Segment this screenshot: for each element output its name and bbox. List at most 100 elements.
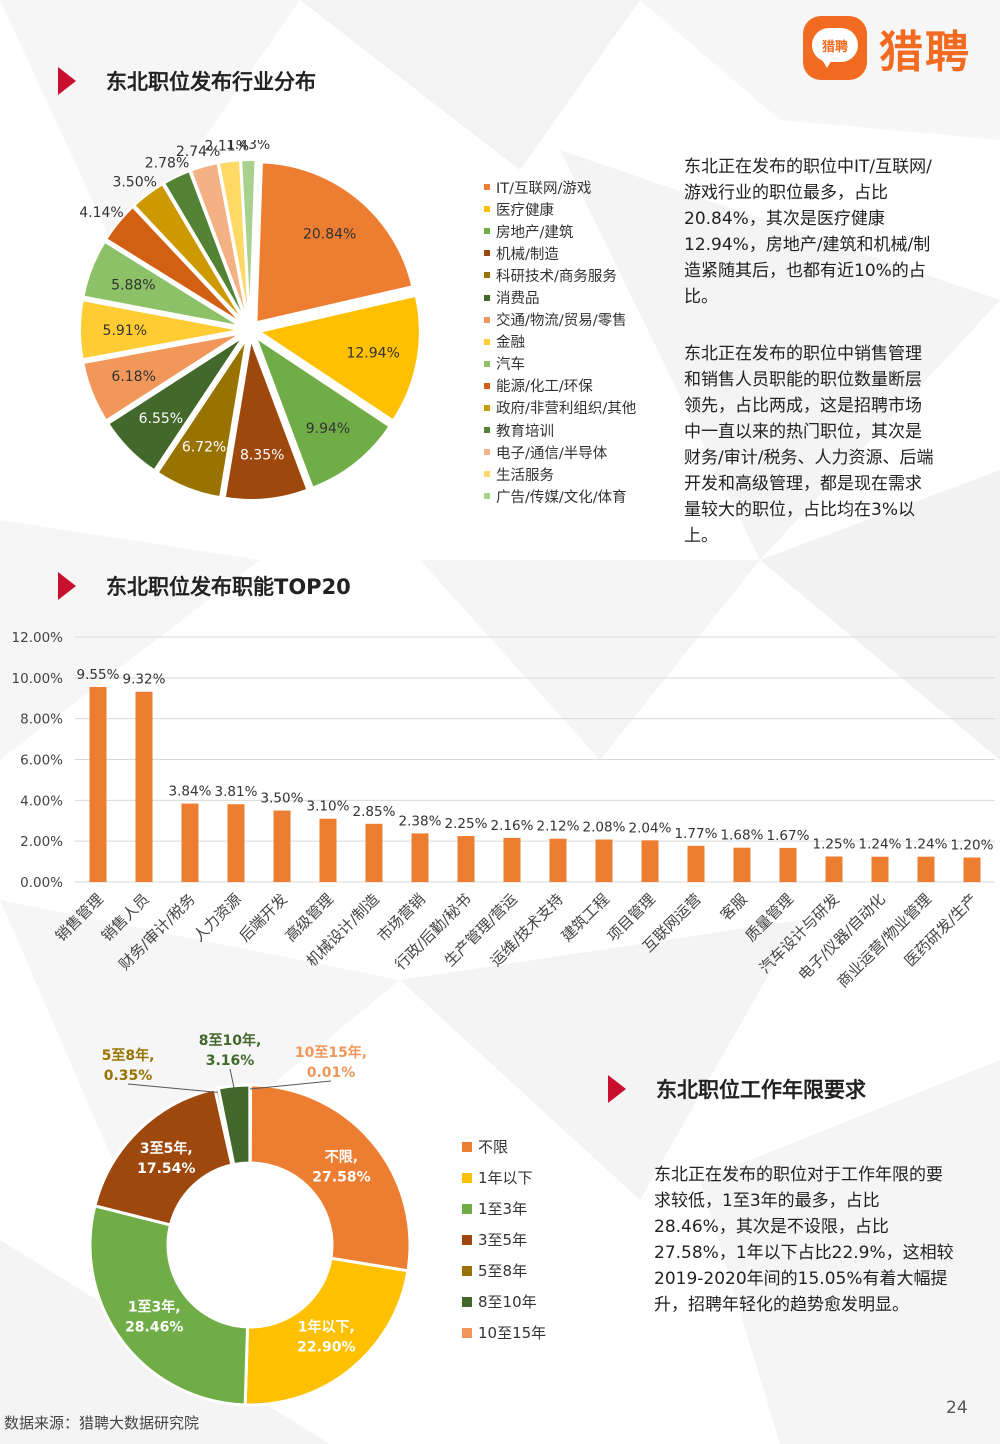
- legend-item: 5至8年: [462, 1255, 546, 1286]
- logo-bubble-tail: [821, 58, 833, 68]
- legend-swatch: [462, 1141, 472, 1152]
- bar-互联网运营: [687, 845, 705, 882]
- pie-slice-IT-互联网-游戏: [255, 161, 414, 324]
- bar-质量管理: [779, 847, 797, 882]
- logo-bubble-icon: 猎聘: [812, 28, 858, 62]
- bar-data-label: 1.77%: [675, 826, 718, 842]
- bar-电子-仪器-自动化: [871, 856, 889, 882]
- x-tick-label: 汽车设计与研发: [756, 890, 843, 977]
- legend-item: 1年以下: [462, 1162, 546, 1193]
- legend-item: 消费品: [484, 286, 636, 308]
- x-tick-label: 人力资源: [190, 890, 245, 945]
- bar-高级管理: [319, 818, 337, 882]
- x-tick-label: 销售管理: [52, 890, 107, 945]
- legend-swatch: [484, 316, 490, 323]
- legend-item: 医疗健康: [484, 198, 636, 220]
- logo-badge: 猎聘: [803, 16, 867, 80]
- legend-swatch: [484, 404, 490, 411]
- legend-swatch: [484, 449, 490, 456]
- donut-slice-不限: [248, 1083, 412, 1273]
- legend-item: 金融: [484, 331, 636, 353]
- pie-data-label: 2.11%: [205, 140, 249, 154]
- pie-data-label: 5.88%: [111, 278, 155, 294]
- bar-data-label: 2.16%: [491, 818, 534, 834]
- pie-data-label: 2.78%: [145, 155, 189, 171]
- legend-item: 1至3年: [462, 1193, 546, 1224]
- pie-slice-教育培训: [162, 169, 247, 322]
- bar-商业运营-物业管理: [917, 856, 935, 882]
- bar-data-label: 3.84%: [169, 784, 212, 800]
- bar-data-label: 3.50%: [261, 791, 304, 807]
- function-title-text: 东北职位发布职能TOP20: [106, 575, 351, 599]
- section-title-function: 东北职位发布职能TOP20: [58, 571, 351, 601]
- legend-item: 不限: [462, 1131, 546, 1162]
- pie-slice-交通-物流-贸易-零售: [82, 332, 242, 422]
- page-number: 24: [946, 1398, 968, 1418]
- experience-donut-chart: 不限, 27.58% 1年以下, 22.90% 1至3年, 28.46% 3至5年, 17.5…: [88, 1032, 412, 1407]
- legend-label: 不限: [478, 1138, 509, 1156]
- legend-label: 科研技术/商务服务: [496, 268, 617, 285]
- leader-line: [249, 1080, 332, 1090]
- donut-data-label: 1年以下, 22.90%: [297, 1319, 355, 1356]
- bar-data-label: 2.25%: [445, 816, 488, 832]
- pie-data-label: 20.84%: [303, 226, 356, 242]
- legend-item: IT/互联网/游戏: [484, 176, 636, 198]
- legend-label: IT/互联网/游戏: [496, 180, 592, 197]
- donut-slice-1至3年: [88, 1203, 250, 1407]
- bar-data-label: 1.24%: [905, 837, 948, 853]
- pie-data-label: 6.55%: [139, 411, 183, 427]
- legend-item: 8至10年: [462, 1286, 546, 1317]
- bar-汽车设计与研发: [825, 856, 843, 882]
- pie-slice-金融: [79, 299, 241, 361]
- pie-data-label: 1.43%: [226, 140, 270, 153]
- legend-label: 金融: [496, 335, 525, 352]
- legend-item: 房地产/建筑: [484, 220, 636, 242]
- bar-建筑工程: [595, 839, 613, 882]
- pie-slice-科研技术-商务服务: [156, 338, 248, 499]
- bar-data-label: 1.20%: [951, 838, 994, 854]
- bar-运维-技术支持: [549, 838, 567, 882]
- bar-销售人员: [135, 691, 153, 882]
- data-source-note: 数据来源：猎聘大数据研究院: [4, 1414, 200, 1432]
- legend-swatch: [484, 360, 490, 367]
- legend-label: 3至5年: [478, 1231, 528, 1249]
- bar-data-label: 2.12%: [537, 819, 580, 835]
- legend-label: 消费品: [496, 291, 540, 308]
- pie-data-label: 6.18%: [111, 369, 155, 385]
- legend-item: 交通/物流/贸易/零售: [484, 309, 636, 331]
- donut-data-label: 8至10年, 3.16%: [199, 1032, 262, 1069]
- legend-label: 能源/化工/环保: [496, 379, 593, 396]
- pie-slice-医疗健康: [257, 294, 421, 422]
- legend-item: 机械/制造: [484, 242, 636, 264]
- pie-slice-政府-非营利组织-其他: [133, 182, 245, 323]
- bar-人力资源: [227, 804, 245, 882]
- bar-财务-审计-税务: [181, 803, 199, 882]
- legend-swatch: [484, 493, 490, 500]
- legend-swatch: [462, 1172, 472, 1183]
- donut-data-label: 1至3年, 28.46%: [125, 1298, 183, 1335]
- industry-pie-legend: IT/互联网/游戏 医疗健康房地产/建筑 机械/制造科研技术/商务服务 消费品 交通/物…: [484, 176, 636, 507]
- legend-swatch: [484, 250, 490, 257]
- legend-swatch: [484, 427, 490, 434]
- legend-item: 10至15年: [462, 1317, 546, 1348]
- bar-客服: [733, 847, 751, 882]
- legend-label: 教育培训: [496, 423, 554, 440]
- legend-label: 1至3年: [478, 1200, 528, 1218]
- legend-swatch: [462, 1296, 472, 1307]
- x-tick-label: 后端开发: [236, 890, 291, 945]
- title-triangle-icon: [58, 67, 76, 95]
- bar-生产管理-营运: [503, 837, 521, 882]
- experience-paragraph: 东北正在发布的职位对于工作年限的要求较低，1至3年的最多，占比28.46%，其次…: [654, 1165, 954, 1315]
- donut-data-label: 3至5年, 17.54%: [137, 1140, 195, 1177]
- legend-item: 教育培训: [484, 419, 636, 441]
- bar-data-label: 1.67%: [767, 828, 810, 844]
- legend-label: 汽车: [496, 357, 525, 374]
- section-title-experience: 东北职位工作年限要求: [608, 1074, 866, 1104]
- bar-data-label: 2.08%: [583, 820, 626, 836]
- pie-slice-生活服务: [217, 159, 250, 321]
- legend-swatch: [484, 228, 490, 235]
- legend-label: 房地产/建筑: [496, 224, 574, 241]
- legend-label: 8至10年: [478, 1293, 537, 1311]
- legend-swatch: [484, 294, 490, 301]
- pie-slice-广告-传媒-文化-体育: [240, 159, 257, 321]
